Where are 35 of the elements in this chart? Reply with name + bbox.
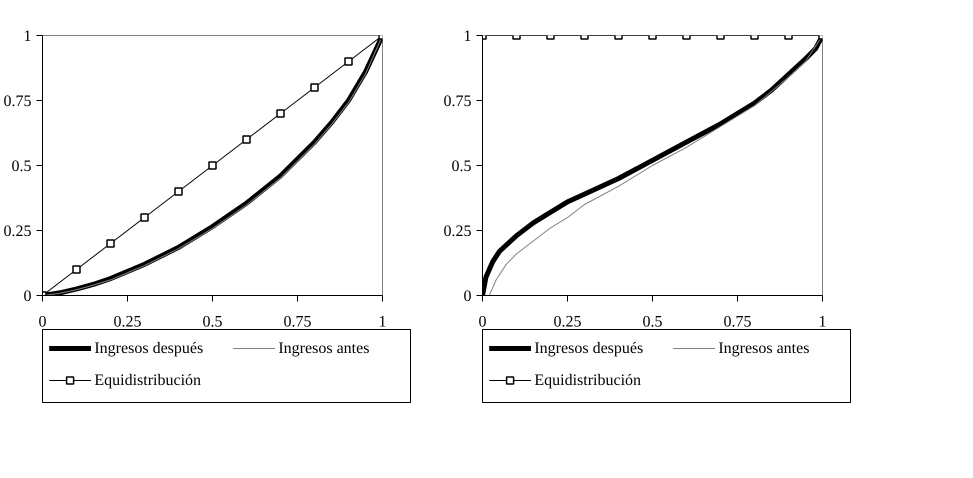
x-tick-label: 0.25 — [554, 314, 582, 330]
point — [208, 161, 217, 170]
legend-label: Ingresos antes — [278, 340, 370, 357]
x-tick-label: 0.25 — [114, 314, 142, 330]
y-tick-label: 0.25 — [444, 223, 472, 240]
x-tick-label: 0 — [478, 314, 486, 330]
y-tick-label: 0.5 — [12, 158, 32, 175]
legend-label: Ingresos después — [534, 340, 644, 357]
y-tick-label: 0.25 — [4, 223, 32, 240]
y-tick-label: 1 — [464, 28, 472, 45]
legend-label: Ingresos antes — [718, 340, 810, 357]
x-tick-label: 0.75 — [284, 314, 312, 330]
x-tick-label: 1 — [818, 314, 826, 330]
point — [242, 135, 251, 144]
y-tick-label: 0.5 — [452, 158, 472, 175]
point — [276, 109, 285, 118]
point — [106, 239, 115, 248]
point — [140, 213, 149, 222]
point — [72, 265, 81, 274]
x-tick-label: 1 — [378, 314, 386, 330]
y-tick-label: 0.75 — [444, 93, 472, 110]
point — [310, 83, 319, 92]
x-tick-label: 0.5 — [202, 314, 222, 330]
legend-label: Equidistribución — [534, 372, 642, 389]
point — [174, 187, 183, 196]
legend-label: Equidistribución — [94, 372, 202, 389]
point — [344, 57, 353, 66]
x-tick-label: 0.75 — [724, 314, 752, 330]
x-tick-label: 0.5 — [642, 314, 662, 330]
legend-label: Ingresos después — [94, 340, 204, 357]
x-tick-label: 0 — [38, 314, 46, 330]
y-tick-label: 0.75 — [4, 93, 32, 110]
y-tick-label: 1 — [24, 28, 32, 45]
y-tick-label: 0 — [24, 288, 32, 305]
y-tick-label: 0 — [464, 288, 472, 305]
